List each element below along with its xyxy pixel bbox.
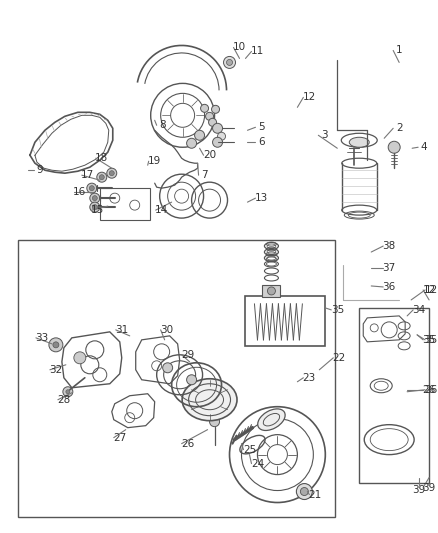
Circle shape xyxy=(92,205,97,209)
Circle shape xyxy=(194,130,205,140)
Circle shape xyxy=(92,196,97,200)
Circle shape xyxy=(212,138,223,147)
Circle shape xyxy=(268,287,276,295)
Circle shape xyxy=(187,375,197,385)
Text: 8: 8 xyxy=(159,120,166,130)
Circle shape xyxy=(90,202,100,212)
Text: 33: 33 xyxy=(35,333,49,343)
Circle shape xyxy=(388,141,400,153)
Text: 27: 27 xyxy=(113,433,127,442)
Text: 22: 22 xyxy=(333,353,346,363)
Ellipse shape xyxy=(258,409,285,431)
Text: 20: 20 xyxy=(203,150,216,160)
Circle shape xyxy=(223,56,236,68)
Ellipse shape xyxy=(182,379,237,421)
Circle shape xyxy=(205,112,214,120)
Circle shape xyxy=(66,390,70,394)
Circle shape xyxy=(187,138,197,148)
Bar xyxy=(245,296,325,346)
Text: 23: 23 xyxy=(303,373,316,383)
Circle shape xyxy=(209,417,219,427)
Text: 30: 30 xyxy=(160,325,173,335)
Text: 15: 15 xyxy=(91,205,104,215)
Text: 26: 26 xyxy=(181,439,194,449)
Circle shape xyxy=(107,168,117,178)
Circle shape xyxy=(53,342,59,348)
Text: 25: 25 xyxy=(243,445,256,455)
Circle shape xyxy=(212,106,219,114)
Circle shape xyxy=(212,123,223,133)
Text: 34: 34 xyxy=(413,305,426,315)
Circle shape xyxy=(97,172,107,182)
Text: 11: 11 xyxy=(251,46,264,56)
Text: 12: 12 xyxy=(303,92,316,102)
Circle shape xyxy=(49,338,63,352)
Circle shape xyxy=(300,488,308,496)
Text: 12: 12 xyxy=(423,285,436,295)
Ellipse shape xyxy=(349,138,369,147)
Circle shape xyxy=(63,387,73,397)
Bar xyxy=(359,308,429,482)
Text: 2: 2 xyxy=(396,123,403,133)
Bar xyxy=(262,285,280,297)
Text: 35: 35 xyxy=(423,335,436,345)
Circle shape xyxy=(226,60,233,66)
Circle shape xyxy=(208,118,216,126)
Text: 18: 18 xyxy=(95,153,109,163)
Text: 32: 32 xyxy=(49,365,63,375)
Circle shape xyxy=(297,483,312,499)
Circle shape xyxy=(74,352,86,364)
Text: 29: 29 xyxy=(181,350,194,360)
Text: 26: 26 xyxy=(424,385,438,395)
Text: 37: 37 xyxy=(382,263,396,273)
Text: 14: 14 xyxy=(155,205,168,215)
Text: 9: 9 xyxy=(37,165,43,175)
Text: 5: 5 xyxy=(258,122,265,132)
Circle shape xyxy=(109,171,114,176)
Text: 36: 36 xyxy=(382,282,396,292)
Text: 21: 21 xyxy=(309,489,322,499)
Text: 28: 28 xyxy=(57,395,71,405)
Circle shape xyxy=(99,175,104,180)
Text: 35: 35 xyxy=(331,305,344,315)
Text: 13: 13 xyxy=(255,193,268,203)
Text: 17: 17 xyxy=(81,170,95,180)
Text: 38: 38 xyxy=(382,241,396,251)
Circle shape xyxy=(89,185,94,191)
Text: 12: 12 xyxy=(424,285,438,295)
Text: 39: 39 xyxy=(423,482,436,492)
Text: 39: 39 xyxy=(413,484,426,495)
Text: 31: 31 xyxy=(115,325,128,335)
Text: 10: 10 xyxy=(233,43,246,52)
Text: 1: 1 xyxy=(396,45,403,55)
Text: 4: 4 xyxy=(421,142,427,152)
Text: 7: 7 xyxy=(201,170,208,180)
Circle shape xyxy=(201,104,208,112)
Circle shape xyxy=(87,183,97,193)
Circle shape xyxy=(90,193,100,203)
Circle shape xyxy=(162,363,173,373)
Bar xyxy=(18,240,336,518)
Text: 26: 26 xyxy=(423,385,436,395)
Text: 24: 24 xyxy=(251,458,264,469)
Text: 19: 19 xyxy=(148,156,161,166)
Text: 6: 6 xyxy=(258,138,265,147)
Text: 3: 3 xyxy=(321,130,328,140)
Circle shape xyxy=(218,132,226,140)
Text: 35: 35 xyxy=(424,335,438,345)
Text: 16: 16 xyxy=(73,187,86,197)
Bar xyxy=(100,188,150,220)
